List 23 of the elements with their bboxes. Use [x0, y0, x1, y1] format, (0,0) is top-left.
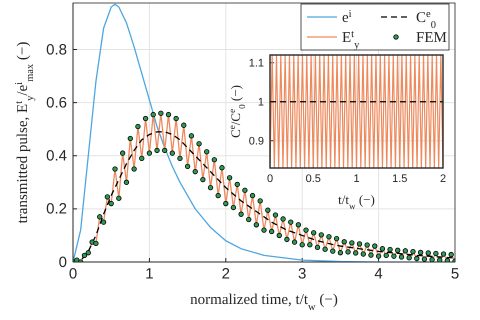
x-tick-label: 1 — [145, 266, 154, 283]
y-tick-label: 0.2 — [46, 200, 67, 218]
x-axis-title: t/t$_{w}$ (−) — [338, 192, 375, 211]
y-tick-label: 1.1 — [248, 57, 264, 70]
x-tick-label: 1 — [353, 172, 360, 185]
y-tick-label: 0.8 — [46, 41, 67, 58]
x-tick-label: 0.5 — [306, 172, 321, 185]
x-tick-label: 3 — [298, 266, 306, 283]
x-tick-label: 0 — [266, 172, 274, 185]
y-tick-label: 0.9 — [248, 135, 264, 148]
y-tick-label: 0.4 — [46, 148, 67, 165]
line-series — [73, 4, 455, 262]
legend-label: FEM — [416, 30, 447, 46]
y-tick-label: 1 — [258, 96, 264, 108]
legend-label: e$^{i}$ — [342, 8, 352, 26]
x-tick-label: 5 — [450, 266, 460, 283]
x-tick-label: 4 — [374, 266, 383, 283]
y-tick-label: 0.6 — [46, 94, 67, 112]
y-tick-label: 0 — [58, 254, 67, 271]
x-axis-title: normalized time, t/t$_{w}$ (−) — [190, 292, 338, 312]
x-tick-label: 2 — [440, 172, 446, 185]
x-tick-label: 1.5 — [392, 172, 408, 185]
x-tick-label: 2 — [222, 266, 230, 283]
